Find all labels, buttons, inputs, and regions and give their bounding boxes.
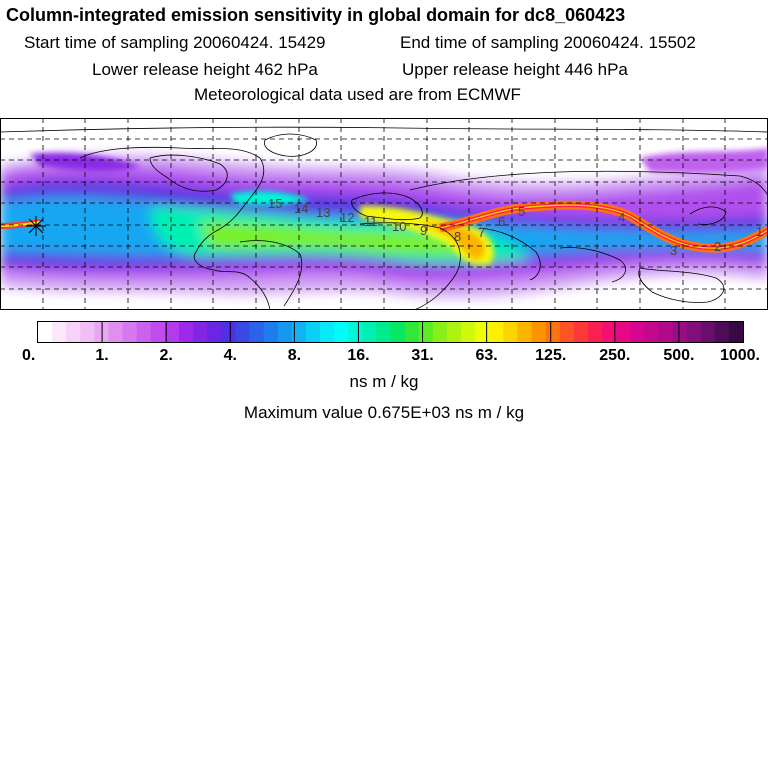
trajectory-label-9: 9 <box>420 223 427 238</box>
colorbar-swatch <box>630 322 645 342</box>
colorbar-swatch <box>122 322 138 342</box>
colorbar-swatch <box>52 322 67 342</box>
plot-title: Column-integrated emission sensitivity i… <box>6 5 626 25</box>
colorbar-tick-label: 4. <box>224 347 237 364</box>
colorbar-swatch <box>432 322 448 342</box>
colorbar-swatch <box>461 322 476 342</box>
trajectory-label-12: 12 <box>340 210 354 225</box>
colorbar-swatch <box>644 322 659 342</box>
met-data-text: Meteorological data used are from ECMWF <box>194 85 521 104</box>
trajectory-label-3: 3 <box>670 243 677 258</box>
colorbar-swatch <box>700 322 716 342</box>
trajectory-labels: 15 14 13 12 11 10 9 8 7 6 5 4 3 2 1 <box>268 196 763 258</box>
colorbar-swatch <box>390 322 405 342</box>
colorbar-tick-label: 16. <box>347 347 369 364</box>
colorbar-swatch <box>136 322 152 342</box>
colorbar-swatch <box>221 322 236 342</box>
colorbar-swatch <box>602 322 617 342</box>
colorbar-swatch <box>616 322 631 342</box>
sensitivity-field <box>0 148 768 298</box>
trajectory-label-6: 6 <box>498 214 505 229</box>
colorbar-tick-label: 0. <box>22 347 35 364</box>
trajectory-label-5: 5 <box>518 204 525 219</box>
colorbar-swatch <box>404 322 420 342</box>
colorbar-ticks <box>101 322 680 342</box>
colorbar-swatch <box>193 322 208 342</box>
colorbar-swatch <box>348 322 363 342</box>
colorbar-swatch <box>150 322 166 342</box>
colorbar-swatch <box>277 322 293 342</box>
colorbar-swatch <box>207 322 222 342</box>
colorbar-swatch <box>545 322 561 342</box>
colorbar-swatch <box>728 322 744 342</box>
trajectory-label-1: 1 <box>756 224 763 239</box>
colorbar-swatch <box>475 322 490 342</box>
colorbar-swatch <box>418 322 434 342</box>
colorbar-swatch <box>235 322 250 342</box>
colorbar-tick-label: 63. <box>476 347 498 364</box>
colorbar-swatch <box>164 322 180 342</box>
colorbar-swatch <box>291 322 307 342</box>
end-sampling-text: End time of sampling 20060424. 15502 <box>400 33 696 52</box>
colorbar-swatch <box>658 322 673 342</box>
lower-release-text: Lower release height 462 hPa <box>92 60 318 79</box>
colorbar-swatch <box>108 322 123 342</box>
colorbar-tick-label: 250. <box>599 347 630 364</box>
colorbar-tick-label: 1000. <box>720 347 760 364</box>
colorbar-swatch <box>573 322 589 342</box>
colorbar-swatch <box>503 322 518 342</box>
colorbar-swatch <box>489 322 504 342</box>
colorbar-swatch <box>80 322 95 342</box>
colorbar-swatch <box>334 322 349 342</box>
colorbar-swatch <box>320 322 335 342</box>
colorbar-swatch <box>263 322 279 342</box>
colorbar-swatch <box>517 322 532 342</box>
trajectory-label-15: 15 <box>268 196 282 211</box>
colorbar-swatch <box>376 322 391 342</box>
trajectory-label-4: 4 <box>618 210 625 225</box>
start-sampling-text: Start time of sampling 20060424. 15429 <box>24 33 326 52</box>
colorbar-tick-label: 2. <box>160 347 173 364</box>
colorbar-frame <box>37 321 744 343</box>
upper-release-text: Upper release height 446 hPa <box>402 60 628 79</box>
colorbar-swatch <box>531 322 546 342</box>
colorbar-tick-label: 125. <box>535 347 566 364</box>
trajectory-label-14: 14 <box>294 201 308 216</box>
coastlines <box>0 126 768 310</box>
trajectory-label-7: 7 <box>478 225 485 240</box>
latlon-gridlines <box>0 118 768 310</box>
maximum-value-text: Maximum value 0.675E+03 ns m / kg <box>243 403 525 422</box>
colorbar-swatch <box>559 322 575 342</box>
colorbar-swatch <box>179 322 194 342</box>
colorbar-units: ns m / kg <box>349 372 419 391</box>
colorbar-swatch <box>714 322 730 342</box>
trajectory-label-2: 2 <box>714 239 721 254</box>
colorbar-swatch <box>686 322 702 342</box>
colorbar-tick-label: 500. <box>663 347 694 364</box>
colorbar-tick-label: 31. <box>411 347 433 364</box>
colorbar-swatch <box>38 322 53 342</box>
trajectory-label-10: 10 <box>392 219 406 234</box>
trajectory-label-13: 13 <box>316 205 330 220</box>
colorbar-swatch <box>672 322 687 342</box>
colorbar-swatch <box>305 322 321 342</box>
colorbar-swatch <box>587 322 603 342</box>
colorbar-tick-labels: 0. 1. 2. 4. 8. 16. 31. 63. 125. 250. 500. 1000. <box>22 347 760 364</box>
colorbar: 0. 1. 2. 4. 8. 16. 31. 63. 125. 250. 500. 1000. <box>22 321 760 364</box>
colorbar-swatch <box>446 322 462 342</box>
emission-sensitivity-map: 15 14 13 12 11 10 9 8 7 6 5 4 3 2 1 <box>0 118 768 310</box>
trajectory-label-8: 8 <box>454 229 461 244</box>
colorbar-swatches <box>38 322 744 342</box>
colorbar-tick-label: 1. <box>95 347 108 364</box>
trajectory-core-east-inner <box>439 204 768 249</box>
star-icon <box>26 216 46 236</box>
colorbar-tick-label: 8. <box>288 347 301 364</box>
colorbar-swatch <box>362 322 377 342</box>
colorbar-swatch <box>66 322 81 342</box>
colorbar-swatch <box>249 322 264 342</box>
trajectory-label-11: 11 <box>364 214 378 229</box>
